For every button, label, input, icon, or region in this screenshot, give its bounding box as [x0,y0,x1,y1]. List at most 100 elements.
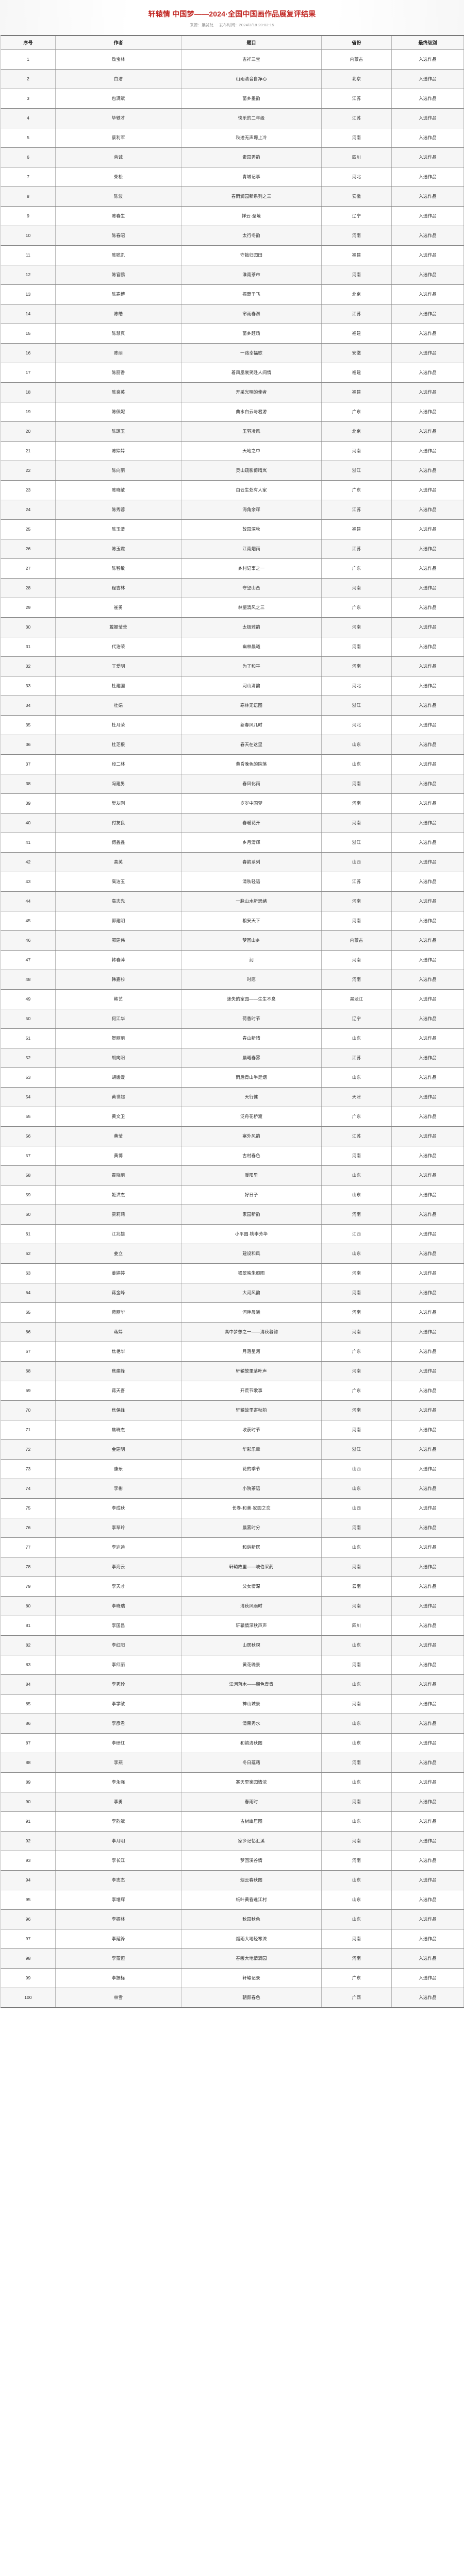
cell-level: 入选作品 [391,1596,464,1616]
cell-title: 雨后青山半是烟 [181,1067,322,1088]
cell-author: 毕轶才 [55,108,181,128]
cell-province: 广东 [321,1106,392,1127]
cell-index: 6 [1,147,56,167]
table-row: 44 高志先 一脉山水新思绪 河南 入选作品 [1,891,464,911]
cell-province: 辽宁 [321,206,392,226]
cell-index: 73 [1,1459,56,1479]
cell-level: 入选作品 [391,871,464,892]
table-row: 74 李彬 小院茶语 山东 入选作品 [1,1478,464,1499]
cell-author: 崔勇 [55,597,181,618]
cell-level: 入选作品 [391,303,464,324]
cell-author: 李成秋 [55,1498,181,1518]
cell-level: 入选作品 [391,147,464,167]
table-row: 38 冯建男 春风化雨 河南 入选作品 [1,773,464,794]
cell-index: 56 [1,1126,56,1146]
cell-province: 江苏 [321,108,392,128]
cell-title: 润 [181,950,322,970]
cell-author: 戴娜莹莹 [55,617,181,637]
cell-province: 河南 [321,891,392,911]
cell-level: 入选作品 [391,49,464,70]
cell-index: 86 [1,1713,56,1734]
cell-author: 黄文卫 [55,1106,181,1127]
cell-province: 河南 [321,793,392,814]
cell-level: 入选作品 [391,1615,464,1636]
table-row: 51 贺丽丽 春山新晴 山东 入选作品 [1,1028,464,1048]
cell-index: 82 [1,1635,56,1655]
cell-title: 清秋风雨时 [181,1596,322,1616]
cell-index: 80 [1,1596,56,1616]
cell-title: 太极雅韵 [181,617,322,637]
cell-index: 97 [1,1928,56,1949]
cell-index: 29 [1,597,56,618]
cell-province: 河南 [321,225,392,246]
cell-author: 胡向阳 [55,1047,181,1068]
cell-index: 20 [1,421,56,442]
cell-title: 塞外风韵 [181,1126,322,1146]
table-row: 90 李勇 春雨时 河南 入选作品 [1,1791,464,1812]
cell-author: 包满斌 [55,88,181,109]
cell-title: 快乐的二年级 [181,108,322,128]
cell-level: 入选作品 [391,1224,464,1244]
table-row: 89 李永强 寒天里家园情浓 山东 入选作品 [1,1772,464,1792]
table-row: 1 敖宝林 吉祥三宝 内蒙古 入选作品 [1,49,464,70]
cell-title: 花的季节 [181,1459,322,1479]
cell-title: 春雨润园新系列之三 [181,186,322,207]
cell-author: 李红丽 [55,1654,181,1675]
table-row: 25 陈玉清 故园深秋 福建 入选作品 [1,519,464,539]
cell-province: 山东 [321,1733,392,1753]
cell-title: 天行健 [181,1087,322,1107]
cell-province: 河南 [321,1419,392,1440]
cell-level: 入选作品 [391,1987,464,2008]
table-row: 67 焦艳华 月落星河 广东 入选作品 [1,1341,464,1362]
cell-title: 山雨清音自净心 [181,69,322,89]
cell-author: 李迪迪 [55,1537,181,1557]
cell-province: 浙江 [321,1439,392,1460]
cell-index: 2 [1,69,56,89]
table-row: 100 林雪 朝颜春色 广西 入选作品 [1,1987,464,2008]
cell-province: 广东 [321,1968,392,1988]
cell-index: 85 [1,1693,56,1714]
cell-level: 入选作品 [391,1243,464,1264]
table-row: 88 李燕 冬日蕴藉 河南 入选作品 [1,1752,464,1773]
cell-province: 四川 [321,1615,392,1636]
cell-level: 入选作品 [391,754,464,774]
cell-index: 18 [1,382,56,402]
table-row: 4 毕轶才 快乐的二年级 江苏 入选作品 [1,108,464,128]
table-row: 29 崔勇 林壑清风之三 广东 入选作品 [1,597,464,618]
cell-index: 68 [1,1361,56,1381]
cell-province: 江苏 [321,88,392,109]
table-row: 63 姜婷婷 银翠映朱颜图 河南 入选作品 [1,1263,464,1283]
cell-province: 广东 [321,597,392,618]
cell-level: 入选作品 [391,1889,464,1910]
cell-province: 福建 [321,382,392,402]
cell-index: 1 [1,49,56,70]
cell-index: 89 [1,1772,56,1792]
cell-title: 天地之中 [181,440,322,461]
cell-index: 9 [1,206,56,226]
cell-title: 振鹭于飞 [181,284,322,304]
cell-title: 河畔晨曦 [181,1302,322,1323]
cell-index: 63 [1,1263,56,1283]
cell-province: 山东 [321,754,392,774]
results-table: 序号 作者 题目 省份 最终级别 1 敖宝林 吉祥三宝 内蒙古 入选作品 2 白洁 山雨清音自… [1,35,464,2008]
cell-index: 54 [1,1087,56,1107]
table-row: 33 杜建国 河山清韵 河北 入选作品 [1,675,464,696]
article-header: 轩辕情 中国梦——2024·全国中国画作品展复评结果 来源：展览处 发布时间：2… [0,0,464,35]
cell-title: 祥云·圣境 [181,206,322,226]
cell-level: 入选作品 [391,1321,464,1342]
cell-index: 14 [1,303,56,324]
cell-title: 乡月清辉 [181,832,322,853]
cell-province: 山东 [321,1028,392,1048]
cell-title: 小平园·桃李芳华 [181,1224,322,1244]
table-row: 45 郭建明 粮安天下 河南 入选作品 [1,910,464,931]
cell-level: 入选作品 [391,1439,464,1460]
cell-title: 迷失的家园——生生不息 [181,989,322,1009]
cell-title: 春雨时 [181,1791,322,1812]
cell-index: 71 [1,1419,56,1440]
cell-index: 39 [1,793,56,814]
table-row: 52 胡向阳 晨曦春雾 江苏 入选作品 [1,1047,464,1068]
cell-author: 李秀珍 [55,1674,181,1694]
cell-author: 郭建明 [55,910,181,931]
cell-level: 入选作品 [391,1537,464,1557]
cell-level: 入选作品 [391,1850,464,1871]
